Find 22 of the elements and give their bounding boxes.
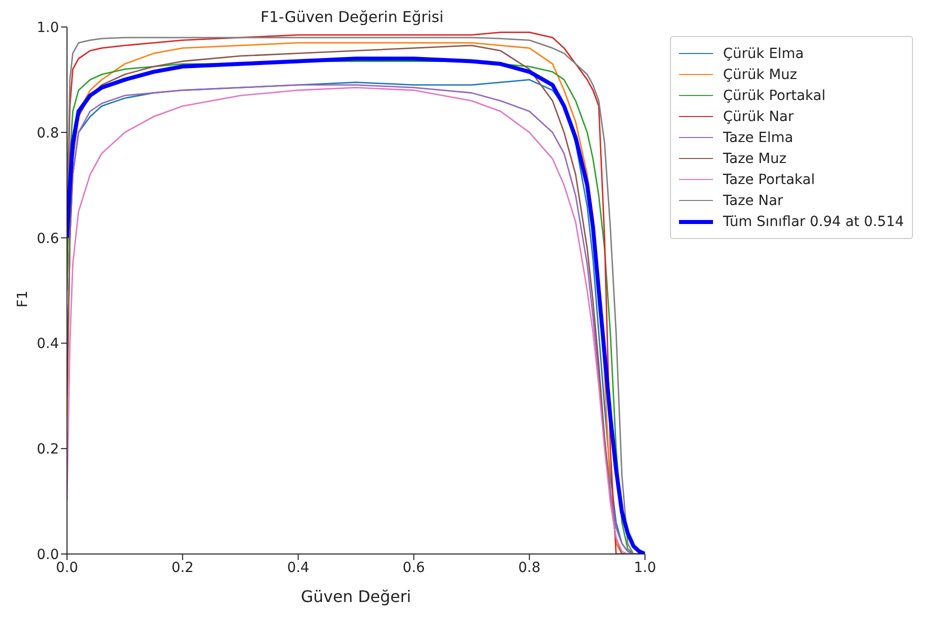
chart-title: F1-Güven Değerin Eğrisi — [259, 8, 445, 26]
legend-label: Tüm Sınıflar 0.94 at 0.514 — [723, 214, 904, 230]
y-axis-title: F1 — [14, 290, 31, 308]
y-tick-label: 1.0 — [36, 20, 59, 36]
y-tick-label: 0.4 — [36, 336, 60, 352]
x-axis-title: Güven Değeri — [300, 587, 412, 606]
x-tick-label: 0.4 — [287, 560, 310, 576]
legend-label: Taze Nar — [723, 192, 784, 208]
legend-label: Çürük Elma — [723, 46, 804, 62]
y-tick-label: 0.8 — [36, 125, 59, 142]
legend-label: Çürük Portakal — [723, 88, 826, 104]
legend-label: Taze Muz — [723, 150, 787, 166]
y-tick-label: 0.2 — [36, 442, 59, 458]
x-tick-label: 0.2 — [171, 560, 194, 576]
legend-label: Çürük Nar — [723, 108, 794, 124]
legend-label: Taze Portakal — [723, 172, 815, 188]
x-tick-label: 0.8 — [518, 560, 541, 576]
x-tick-label: 1.0 — [634, 560, 656, 576]
legend-label: Çürük Muz — [723, 66, 798, 82]
y-tick-label: 0.6 — [36, 230, 60, 247]
legend-label: Taze Elma — [723, 130, 794, 146]
x-tick-label: 0.6 — [402, 560, 426, 576]
